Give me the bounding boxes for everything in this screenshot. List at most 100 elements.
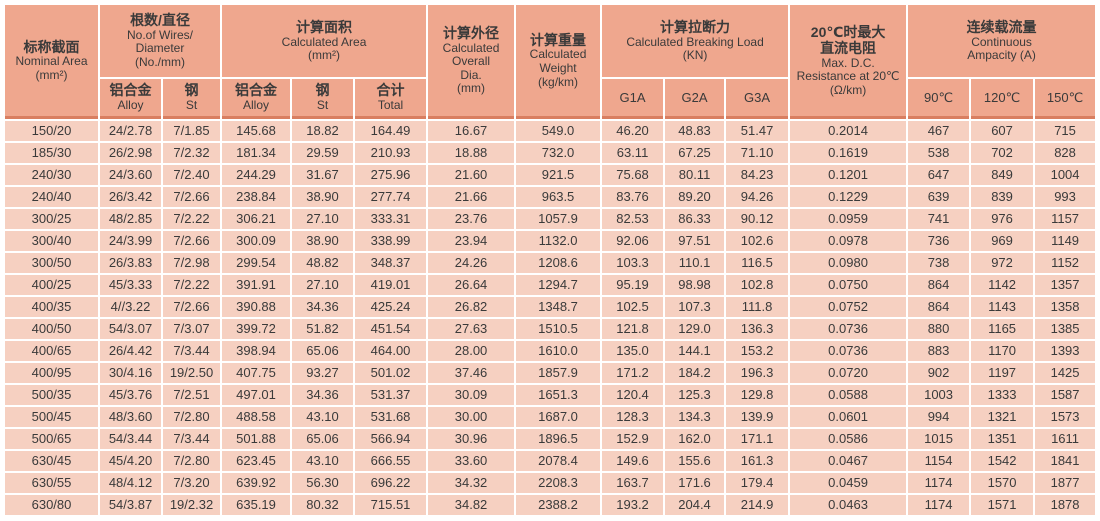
subheader-zh-line: 钢	[315, 82, 330, 99]
cell-amp-150c: 828	[1035, 143, 1096, 163]
cell-amp-120c: 607	[971, 121, 1034, 141]
cell-weight: 1057.9	[516, 209, 601, 229]
cell-resistance: 0.0601	[790, 407, 907, 427]
cell-area-steel: 38.90	[292, 187, 354, 207]
subheader-en-line: St	[185, 97, 198, 112]
cell-amp-120c: 1165	[971, 319, 1034, 339]
header-zh-line: 根数/直径	[130, 12, 190, 29]
cell-g2a: 204.4	[665, 495, 725, 515]
cell-area-alloy: 300.09	[222, 231, 291, 251]
cell-wires-alloy: 4//3.22	[100, 297, 161, 317]
cell-amp-150c: 1157	[1035, 209, 1096, 229]
cell-amp-90c: 467	[908, 121, 970, 141]
cell-area-steel: 27.10	[292, 209, 354, 229]
subheader-en-line: Alloy	[243, 97, 270, 112]
cell-nominal-area: 500/35	[5, 385, 98, 405]
subheader-en-line: St	[316, 97, 329, 112]
cell-amp-90c: 736	[908, 231, 970, 251]
cell-resistance: 0.0467	[790, 451, 907, 471]
cell-amp-90c: 902	[908, 363, 970, 383]
cell-nominal-area: 400/35	[5, 297, 98, 317]
subheader-zh-line: 铝合金	[109, 82, 152, 99]
cell-nominal-area: 400/95	[5, 363, 98, 383]
cell-amp-120c: 1321	[971, 407, 1034, 427]
cell-g1a: 171.2	[602, 363, 664, 383]
cell-amp-120c: 849	[971, 165, 1034, 185]
cell-amp-90c: 994	[908, 407, 970, 427]
header-zh-line: 直流电阻	[820, 40, 877, 57]
cell-overall-dia: 24.26	[428, 253, 515, 273]
table-row: 500/45 48/3.60 7/2.80 488.58 43.10 531.68 30.0…	[5, 407, 1096, 427]
cell-amp-150c: 1611	[1035, 429, 1096, 449]
cell-nominal-area: 300/25	[5, 209, 98, 229]
cell-area-total: 275.96	[355, 165, 427, 185]
cell-weight: 1510.5	[516, 319, 601, 339]
cell-area-steel: 48.82	[292, 253, 354, 273]
cell-area-total: 277.74	[355, 187, 427, 207]
cell-area-steel: 56.30	[292, 473, 354, 493]
cell-wires-alloy: 48/4.12	[100, 473, 161, 493]
cell-wires-steel: 7/2.80	[163, 407, 221, 427]
cell-amp-120c: 969	[971, 231, 1034, 251]
header-zh-line: 计算外径	[443, 25, 500, 42]
cell-amp-120c: 839	[971, 187, 1034, 207]
cell-g1a: 163.7	[602, 473, 664, 493]
cell-g3a: 84.23	[726, 165, 789, 185]
cell-g3a: 129.8	[726, 385, 789, 405]
cell-wires-steel: 19/2.50	[163, 363, 221, 383]
subheader-area-alloy: 铝合金 Alloy	[222, 79, 291, 119]
cell-amp-150c: 1841	[1035, 451, 1096, 471]
cell-area-total: 210.93	[355, 143, 427, 163]
cell-resistance: 0.0588	[790, 385, 907, 405]
cell-weight: 1294.7	[516, 275, 601, 295]
cell-weight: 1651.3	[516, 385, 601, 405]
header-calculated-weight: 计算重量 Calculated Weight (kg/km)	[516, 5, 601, 119]
cell-overall-dia: 33.60	[428, 451, 515, 471]
cell-area-steel: 34.36	[292, 297, 354, 317]
cell-wires-alloy: 26/4.42	[100, 341, 161, 361]
cell-weight: 732.0	[516, 143, 601, 163]
cell-g1a: 149.6	[602, 451, 664, 471]
table-row: 500/35 45/3.76 7/2.51 497.01 34.36 531.37 30.0…	[5, 385, 1096, 405]
cell-nominal-area: 400/65	[5, 341, 98, 361]
header-en-line: Weight	[539, 60, 577, 75]
header-unit-line: (mm)	[457, 81, 486, 96]
cell-g3a: 90.12	[726, 209, 789, 229]
cell-wires-alloy: 54/3.07	[100, 319, 161, 339]
cell-g1a: 193.2	[602, 495, 664, 515]
header-en-line: Dia.	[460, 67, 482, 82]
cell-area-alloy: 299.54	[222, 253, 291, 273]
cell-area-steel: 38.90	[292, 231, 354, 251]
spec-table: 标称截面 Nominal Area (mm²) 根数/直径 No.of Wire…	[3, 3, 1097, 517]
cell-overall-dia: 30.00	[428, 407, 515, 427]
cell-wires-steel: 7/2.80	[163, 451, 221, 471]
cell-amp-120c: 1197	[971, 363, 1034, 383]
cell-amp-150c: 1878	[1035, 495, 1096, 515]
table-row: 300/40 24/3.99 7/2.66 300.09 38.90 338.99 23.9…	[5, 231, 1096, 251]
subheader-g3a: G3A	[726, 79, 789, 119]
subheader-en-line: Total	[377, 97, 404, 112]
cell-area-total: 164.49	[355, 121, 427, 141]
cell-area-alloy: 390.88	[222, 297, 291, 317]
cell-weight: 1687.0	[516, 407, 601, 427]
subheader-area-steel: 钢 St	[292, 79, 354, 119]
cell-nominal-area: 185/30	[5, 143, 98, 163]
table-row: 500/65 54/3.44 7/3.44 501.88 65.06 566.94 30.9…	[5, 429, 1096, 449]
cell-g2a: 171.6	[665, 473, 725, 493]
cell-overall-dia: 21.60	[428, 165, 515, 185]
cell-wires-steel: 7/3.44	[163, 341, 221, 361]
cell-amp-120c: 1143	[971, 297, 1034, 317]
cell-weight: 1610.0	[516, 341, 601, 361]
table-row: 630/45 45/4.20 7/2.80 623.45 43.10 666.55 33.6…	[5, 451, 1096, 471]
cell-area-total: 419.01	[355, 275, 427, 295]
subheader-label: G3A	[744, 89, 771, 105]
cell-area-total: 501.02	[355, 363, 427, 383]
cell-amp-150c: 1385	[1035, 319, 1096, 339]
cell-resistance: 0.0586	[790, 429, 907, 449]
cell-amp-150c: 1357	[1035, 275, 1096, 295]
cell-weight: 1132.0	[516, 231, 601, 251]
cell-wires-alloy: 30/4.16	[100, 363, 161, 383]
cell-g3a: 196.3	[726, 363, 789, 383]
cell-area-alloy: 488.58	[222, 407, 291, 427]
header-en-line: Diameter	[135, 41, 185, 56]
